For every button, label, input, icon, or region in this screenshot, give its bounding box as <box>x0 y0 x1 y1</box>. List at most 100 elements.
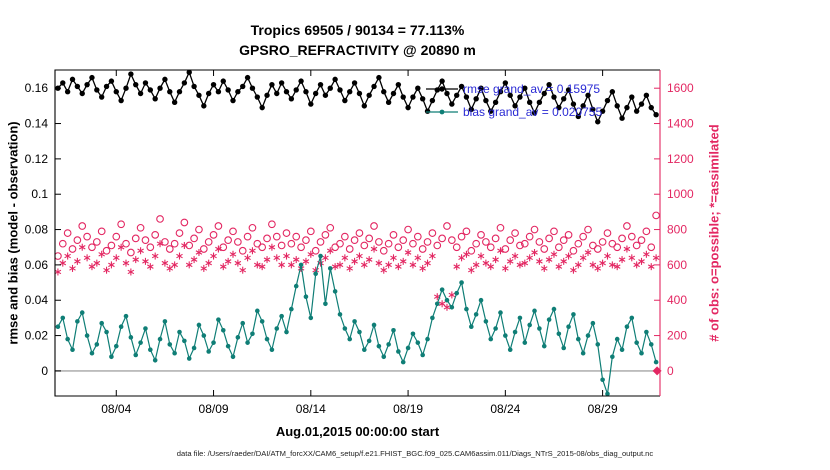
assimilated-obs-marker <box>482 260 490 266</box>
assimilated-obs-marker <box>59 260 67 266</box>
bias-line <box>57 255 657 395</box>
legend-rmse-text: rmse grand_av = 0.15975 <box>463 82 601 96</box>
possible-obs-marker <box>306 227 315 236</box>
rmse-marker <box>162 76 168 83</box>
rmse-marker <box>298 78 304 84</box>
assimilated-obs-marker <box>171 262 178 268</box>
bias-marker <box>537 326 542 331</box>
bias-marker <box>60 315 66 321</box>
possible-obs-marker <box>360 241 369 250</box>
possible-obs-marker <box>462 227 471 236</box>
x-tick-label: 08/24 <box>490 402 520 416</box>
rmse-marker <box>468 106 475 113</box>
possible-obs-marker <box>559 236 568 245</box>
bias-marker <box>352 319 357 324</box>
assimilated-obs-marker <box>283 253 290 259</box>
rmse-marker <box>108 78 115 84</box>
assimilated-obs-marker <box>108 262 115 268</box>
rmse-marker <box>502 80 509 86</box>
assimilated-obs-marker <box>375 260 383 266</box>
bias-marker <box>133 352 139 358</box>
possible-obs-marker <box>92 238 101 246</box>
possible-obs-marker <box>243 232 252 241</box>
rmse-marker <box>89 74 95 81</box>
possible-obs-marker <box>525 232 534 241</box>
bias-marker <box>396 349 401 354</box>
assimilated-obs-marker <box>234 260 242 266</box>
rmse-marker <box>526 99 533 106</box>
bias-marker <box>264 336 270 342</box>
bias-marker <box>561 345 567 351</box>
bias-marker <box>624 324 630 330</box>
possible-obs-marker <box>102 246 111 255</box>
possible-obs-marker <box>58 239 67 248</box>
rmse-marker <box>395 81 402 88</box>
rmse-marker <box>137 90 144 97</box>
possible-obs-marker <box>214 222 223 230</box>
possible-obs-marker <box>389 231 398 239</box>
bias-marker <box>323 301 328 307</box>
rmse-marker <box>74 83 81 90</box>
possible-obs-marker <box>579 232 588 241</box>
rmse-marker <box>94 87 100 93</box>
legend-rmse-sample-marker <box>439 86 445 92</box>
bias-marker <box>546 317 552 322</box>
possible-obs-marker <box>428 229 437 237</box>
possible-obs-marker <box>316 238 325 246</box>
bias-marker <box>152 358 158 363</box>
bias-marker <box>182 338 187 344</box>
assimilated-obs-marker <box>438 301 446 306</box>
possible-obs-marker <box>238 246 247 255</box>
bias-marker <box>639 350 644 356</box>
rmse-marker <box>458 83 465 90</box>
bias-marker <box>449 304 455 310</box>
assimilated-obs-marker <box>219 264 227 269</box>
rmse-marker <box>454 92 460 98</box>
possible-obs-marker <box>97 227 106 236</box>
possible-obs-marker <box>550 227 558 236</box>
bias-marker <box>332 289 338 294</box>
rmse-marker <box>322 92 329 98</box>
x-tick-label: 08/04 <box>101 402 131 416</box>
possible-obs-marker <box>452 243 461 252</box>
assimilated-obs-marker <box>652 255 660 261</box>
bias-marker <box>532 308 537 314</box>
rmse-marker <box>556 104 562 111</box>
assimilated-obs-marker <box>574 262 582 268</box>
rmse-marker <box>541 90 547 97</box>
assimilated-obs-marker <box>215 246 222 252</box>
assimilated-obs-marker <box>628 255 636 261</box>
rmse-marker <box>561 96 567 102</box>
rmse-marker <box>133 81 139 88</box>
left-tick-label: 0.06 <box>25 258 49 272</box>
possible-obs-marker <box>263 234 271 243</box>
rmse-marker <box>633 108 640 114</box>
possible-obs-marker <box>404 225 412 234</box>
bias-marker <box>225 343 231 349</box>
possible-obs-marker <box>204 238 213 246</box>
rmse-marker <box>278 80 285 86</box>
possible-obs-marker <box>224 236 232 245</box>
assimilated-obs-marker <box>472 262 480 268</box>
possible-obs-marker <box>535 238 544 246</box>
assimilated-obs-marker <box>414 255 422 261</box>
bias-marker <box>162 319 168 324</box>
chart-title-main: Tropics 69505 / 90134 = 77.113% <box>250 22 465 38</box>
possible-obs-marker <box>272 232 281 241</box>
possible-obs-marker <box>127 248 135 257</box>
possible-obs-marker <box>83 232 91 241</box>
possible-obs-marker <box>370 222 378 230</box>
possible-obs-marker <box>584 225 592 234</box>
rmse-marker <box>381 89 387 95</box>
assimilated-obs-marker <box>166 266 174 271</box>
bias-marker <box>167 342 173 347</box>
rmse-marker <box>366 92 372 98</box>
assimilated-obs-marker <box>142 259 149 264</box>
bias-marker <box>104 329 109 335</box>
assimilated-obs-marker <box>531 250 538 255</box>
possible-obs-marker <box>530 225 539 234</box>
assimilated-obs-marker <box>448 292 456 298</box>
bias-marker <box>284 329 289 335</box>
data-file-caption: data file: /Users/raeder/DAI/ATM_forcXX/… <box>176 449 654 458</box>
